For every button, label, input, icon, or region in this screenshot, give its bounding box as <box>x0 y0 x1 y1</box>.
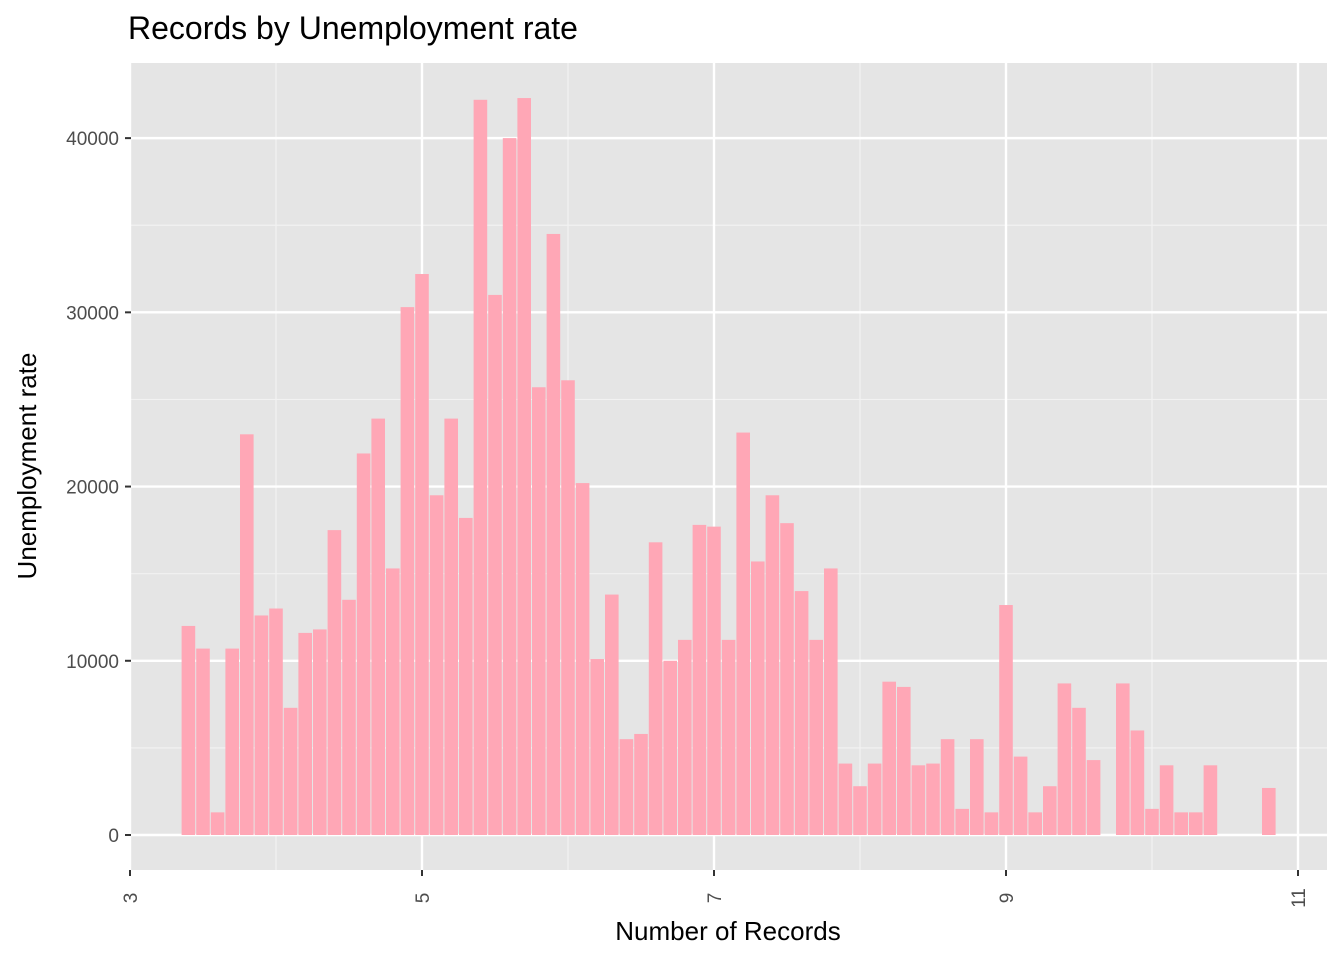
bar <box>532 387 546 835</box>
bar <box>692 524 707 835</box>
x-tick-label: 5 <box>413 893 434 904</box>
bar <box>648 542 663 835</box>
x-axis-title: Number of Records <box>615 916 840 946</box>
bar <box>283 707 298 835</box>
bar <box>955 808 969 835</box>
chart-title: Records by Unemployment rate <box>128 10 578 46</box>
bar <box>240 434 254 835</box>
bar <box>225 648 239 835</box>
y-axis: 0 10000 20000 30000 40000 <box>66 129 131 847</box>
bar <box>459 517 473 835</box>
bar <box>356 453 371 835</box>
bar <box>634 733 648 835</box>
bar <box>1145 808 1159 835</box>
bar <box>1203 765 1218 835</box>
bar <box>751 561 765 835</box>
bar <box>926 763 940 835</box>
y-tick-label: 20000 <box>66 478 119 499</box>
y-tick-label: 30000 <box>66 303 119 324</box>
x-tick-label: 7 <box>705 893 726 904</box>
bars <box>181 98 1276 836</box>
bar <box>269 608 283 835</box>
bar <box>210 812 225 835</box>
bar <box>590 659 604 835</box>
bar <box>371 418 385 835</box>
x-axis: 3 5 7 9 11 <box>121 870 1310 908</box>
bar <box>386 568 400 835</box>
bar <box>1174 812 1188 835</box>
bar <box>911 765 926 835</box>
bar <box>473 99 488 835</box>
bar <box>488 294 502 836</box>
bar <box>838 763 853 835</box>
bar <box>1130 730 1145 835</box>
bar <box>999 605 1013 835</box>
bar <box>619 739 634 835</box>
bar <box>502 138 517 835</box>
bar <box>824 568 838 835</box>
bar <box>765 495 780 835</box>
bar <box>313 629 327 835</box>
bar <box>867 763 882 835</box>
bar <box>517 98 531 836</box>
bar <box>678 639 692 835</box>
bar <box>561 380 575 835</box>
bar <box>327 530 342 835</box>
bar <box>940 739 955 835</box>
bar <box>429 495 444 835</box>
bar <box>298 632 312 835</box>
bar <box>794 591 809 835</box>
bar <box>736 432 750 835</box>
bar <box>415 274 429 835</box>
bar <box>663 660 677 835</box>
bar <box>707 526 721 835</box>
bar <box>1057 683 1072 835</box>
bar <box>853 786 867 835</box>
bar <box>721 639 736 835</box>
bar <box>1072 707 1086 835</box>
y-tick-label: 10000 <box>66 652 119 673</box>
bar <box>1262 787 1276 835</box>
x-tick-label: 11 <box>1289 888 1310 908</box>
bar <box>1159 765 1174 835</box>
bar <box>342 599 356 835</box>
bar <box>1116 683 1130 835</box>
bar <box>575 483 590 835</box>
y-tick-label: 40000 <box>66 129 119 150</box>
bar <box>882 681 896 835</box>
bar <box>546 233 561 836</box>
bar <box>1028 812 1042 835</box>
bar <box>897 686 911 835</box>
bar <box>1043 786 1057 835</box>
bar <box>254 615 269 835</box>
bar <box>444 418 458 835</box>
bar <box>1189 812 1203 835</box>
x-tick-label: 3 <box>121 893 142 904</box>
bar <box>984 812 999 835</box>
y-axis-title: Unemployment rate <box>12 353 42 580</box>
bar <box>1086 760 1101 835</box>
bar <box>400 307 415 835</box>
bar <box>196 648 210 835</box>
x-tick-label: 9 <box>997 893 1018 904</box>
y-tick-label: 0 <box>108 826 119 847</box>
bar <box>1013 756 1028 835</box>
bar <box>605 594 619 835</box>
bar <box>970 739 984 835</box>
bar <box>780 523 794 835</box>
bar <box>809 639 823 835</box>
bar <box>181 625 196 835</box>
